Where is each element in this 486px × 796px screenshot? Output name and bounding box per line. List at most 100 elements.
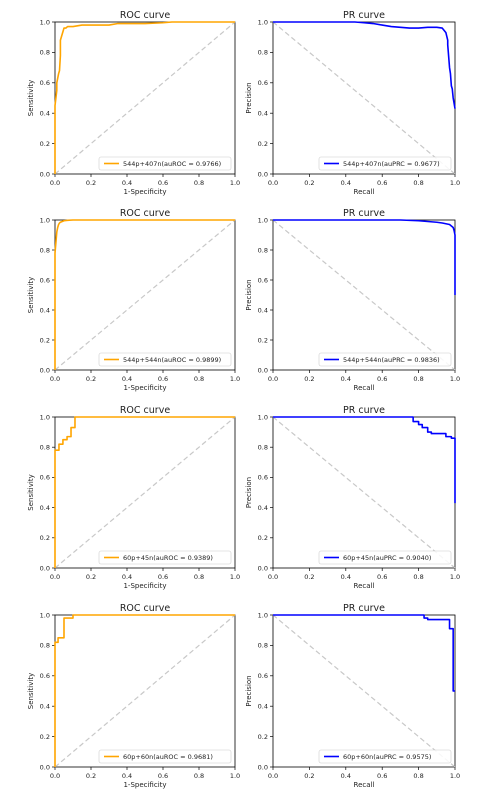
chart-1-ytick-label-4: 0.8 — [258, 49, 268, 57]
chart-6-title: ROC curve — [120, 603, 171, 614]
chart-7-title: PR curve — [343, 603, 385, 614]
chart-1-title: PR curve — [343, 10, 385, 21]
chart-1-xtick-label-4: 0.8 — [413, 179, 423, 187]
chart-7-legend-label: 60p+60n(auPRC = 0.9575) — [343, 753, 431, 761]
chart-3-series-0-line — [273, 219, 456, 295]
chart-4-xtick-label-5: 1.0 — [230, 573, 240, 581]
chart-0-ytick-label-4: 0.8 — [40, 49, 50, 57]
chart-0-frame — [54, 21, 236, 175]
chart-4-ytick-label-5: 1.0 — [40, 413, 50, 421]
chart-4-ylabel: Sensitivity — [27, 474, 35, 510]
chart-6-xtick-label-5: 1.0 — [230, 772, 240, 780]
chart-1-xtick-label-2: 0.4 — [341, 179, 351, 187]
chart-4-baseline — [54, 416, 236, 569]
chart-7-series-0-line — [273, 614, 455, 692]
chart-3-xtick-label-1: 0.2 — [304, 375, 314, 383]
chart-1: 0.0 0.2 0.4 0.6 0.8 1.0 0.0 0.2 0.4 0.6 0.8 1.0 PR c… — [245, 10, 460, 196]
chart-3-baseline — [272, 219, 456, 371]
chart-0-ytick-label-2: 0.4 — [40, 110, 50, 118]
chart-3-xtick-label-2: 0.4 — [341, 375, 351, 383]
chart-4-xtick-label-2: 0.4 — [122, 573, 132, 581]
chart-4-legend-box — [98, 550, 232, 565]
chart-1-ytick-label-3: 0.6 — [258, 79, 268, 87]
chart-0-xtick-label-1: 0.2 — [86, 179, 96, 187]
chart-5-legend: 60p+45n(auPRC = 0.9040) — [318, 550, 452, 565]
chart-1-ytick-label-1: 0.2 — [258, 140, 268, 148]
chart-2-ytick-label-0: 0.0 — [40, 366, 50, 374]
chart-5-xtick-label-4: 0.8 — [413, 573, 423, 581]
chart-5: 0.0 0.2 0.4 0.6 0.8 1.0 0.0 0.2 0.4 0.6 0.8 1.0 PR c… — [245, 405, 460, 590]
chart-5-xtick-label-0: 0.0 — [268, 573, 278, 581]
chart-0-series-0-line — [54, 21, 235, 174]
chart-2-series-0-line — [54, 219, 235, 370]
chart-3: 0.0 0.2 0.4 0.6 0.8 1.0 0.0 0.2 0.4 0.6 0.8 1.0 PR c… — [245, 208, 460, 392]
chart-2-ylabel: Sensitivity — [27, 277, 35, 313]
chart-7-xlabel: Recall — [354, 781, 375, 789]
chart-2-title: ROC curve — [120, 208, 171, 219]
chart-3-ytick-label-1: 0.2 — [258, 336, 268, 344]
chart-2-legend-box — [98, 352, 232, 367]
chart-0-xtick-label-3: 0.6 — [158, 179, 168, 187]
chart-0-ylabel: Sensitivity — [27, 80, 35, 116]
chart-2-xtick-label-2: 0.4 — [122, 375, 132, 383]
chart-4-legend-label: 60p+45n(auROC = 0.9389) — [123, 554, 213, 562]
chart-5-xtick-label-3: 0.6 — [377, 573, 387, 581]
chart-5-legend-box — [318, 550, 452, 565]
chart-1-ytick-label-2: 0.4 — [258, 110, 268, 118]
chart-5-xlabel: Recall — [354, 582, 375, 590]
chart-3-xtick-label-4: 0.8 — [413, 375, 423, 383]
chart-6-ytick-label-5: 1.0 — [40, 611, 50, 619]
chart-7-xtick-label-5: 1.0 — [450, 772, 460, 780]
chart-0-legend-box — [98, 156, 232, 171]
chart-0-xtick-label-0: 0.0 — [50, 179, 60, 187]
chart-6-xtick-label-4: 0.8 — [194, 772, 204, 780]
chart-2-xtick-label-1: 0.2 — [86, 375, 96, 383]
chart-3-ytick-label-4: 0.8 — [258, 246, 268, 254]
chart-6-xlabel: 1-Specificity — [123, 781, 166, 789]
chart-6-ytick-label-2: 0.4 — [40, 703, 50, 711]
chart-7-xtick-label-0: 0.0 — [268, 772, 278, 780]
chart-6-legend-label: 60p+60n(auROC = 0.9681) — [123, 753, 213, 761]
chart-7: 0.0 0.2 0.4 0.6 0.8 1.0 0.0 0.2 0.4 0.6 0.8 1.0 PR c… — [245, 603, 460, 789]
chart-1-xtick-label-5: 1.0 — [450, 179, 460, 187]
chart-5-series-0-line — [273, 416, 456, 504]
chart-3-ytick-label-2: 0.4 — [258, 306, 268, 314]
chart-5-ytick-label-3: 0.6 — [258, 474, 268, 482]
chart-5-ytick-label-5: 1.0 — [258, 413, 268, 421]
chart-4-ytick-label-4: 0.8 — [40, 444, 50, 452]
chart-0: 0.0 0.2 0.4 0.6 0.8 1.0 0.0 0.2 0.4 0.6 0.8 1.0 ROC … — [27, 10, 240, 196]
chart-5-ylabel: Precision — [245, 477, 253, 508]
chart-5-ytick-label-1: 0.2 — [258, 534, 268, 542]
chart-0-baseline — [54, 21, 236, 175]
chart-3-legend-box — [318, 352, 452, 367]
chart-0-legend-label: 544p+407n(auROC = 0.9766) — [123, 160, 221, 168]
chart-5-xtick-label-5: 1.0 — [450, 573, 460, 581]
chart-6-baseline — [54, 614, 236, 768]
chart-7-xtick-label-2: 0.4 — [341, 772, 351, 780]
chart-5-legend-label: 60p+45n(auPRC = 0.9040) — [343, 554, 431, 562]
chart-6-legend-box — [98, 749, 232, 764]
chart-5-ytick-label-4: 0.8 — [258, 444, 268, 452]
chart-3-xtick-label-0: 0.0 — [268, 375, 278, 383]
chart-4-xlabel: 1-Specificity — [123, 582, 166, 590]
chart-5-ytick-label-2: 0.4 — [258, 504, 268, 512]
chart-2-xlabel: 1-Specificity — [123, 384, 166, 392]
chart-7-ylabel: Precision — [245, 675, 253, 706]
chart-1-xtick-label-3: 0.6 — [377, 179, 387, 187]
chart-4: 0.0 0.2 0.4 0.6 0.8 1.0 0.0 0.2 0.4 0.6 0.8 1.0 ROC … — [27, 405, 240, 590]
chart-7-xtick-label-3: 0.6 — [377, 772, 387, 780]
chart-2: 0.0 0.2 0.4 0.6 0.8 1.0 0.0 0.2 0.4 0.6 0.8 1.0 ROC … — [27, 208, 240, 392]
chart-4-ytick-label-3: 0.6 — [40, 474, 50, 482]
chart-4-ytick-label-1: 0.2 — [40, 534, 50, 542]
chart-1-series-0-line — [273, 21, 456, 109]
chart-2-ytick-label-2: 0.4 — [40, 306, 50, 314]
chart-7-ytick-label-4: 0.8 — [258, 642, 268, 650]
chart-1-xlabel: Recall — [354, 188, 375, 196]
chart-7-ytick-label-0: 0.0 — [258, 763, 268, 771]
chart-3-ylabel: Precision — [245, 279, 253, 310]
chart-4-ytick-label-2: 0.4 — [40, 504, 50, 512]
chart-0-xtick-label-2: 0.4 — [122, 179, 132, 187]
chart-0-ytick-label-5: 1.0 — [40, 18, 50, 26]
chart-7-legend-box — [318, 749, 452, 764]
chart-4-xtick-label-3: 0.6 — [158, 573, 168, 581]
